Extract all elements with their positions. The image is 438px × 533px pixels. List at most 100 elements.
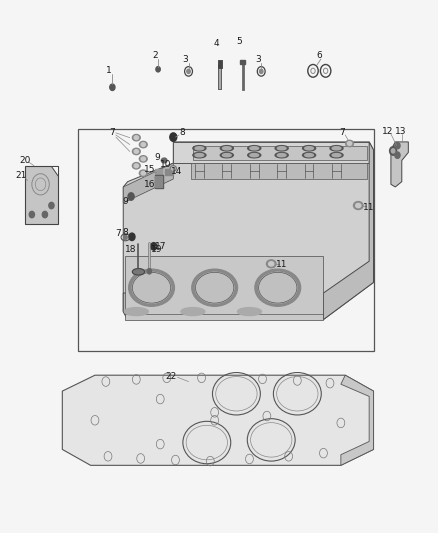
Ellipse shape — [250, 147, 258, 150]
Text: 11: 11 — [276, 260, 288, 269]
Ellipse shape — [330, 146, 343, 151]
Ellipse shape — [134, 136, 138, 140]
Ellipse shape — [346, 140, 353, 147]
Polygon shape — [173, 142, 369, 163]
Circle shape — [151, 243, 157, 250]
Text: 16: 16 — [144, 180, 155, 189]
Circle shape — [395, 142, 400, 149]
Circle shape — [391, 149, 395, 153]
Text: 5: 5 — [237, 37, 242, 46]
Text: 10: 10 — [160, 160, 172, 168]
Polygon shape — [391, 142, 408, 187]
Ellipse shape — [223, 147, 231, 150]
Text: 7: 7 — [339, 128, 345, 138]
Polygon shape — [323, 142, 374, 319]
Text: 17: 17 — [155, 242, 166, 251]
Ellipse shape — [139, 170, 147, 176]
Ellipse shape — [193, 146, 206, 151]
Ellipse shape — [181, 308, 205, 316]
Bar — [155, 176, 162, 187]
Ellipse shape — [195, 272, 234, 303]
Polygon shape — [125, 256, 323, 319]
Circle shape — [49, 203, 54, 209]
Ellipse shape — [193, 152, 206, 158]
Ellipse shape — [305, 154, 314, 157]
Ellipse shape — [139, 141, 147, 148]
Ellipse shape — [141, 143, 145, 147]
Polygon shape — [123, 163, 173, 203]
Bar — [78, 128, 374, 351]
Circle shape — [395, 152, 400, 158]
Ellipse shape — [132, 163, 140, 169]
Circle shape — [110, 84, 115, 91]
Polygon shape — [51, 166, 58, 176]
Ellipse shape — [356, 204, 361, 208]
Bar — [155, 175, 163, 188]
Ellipse shape — [134, 150, 138, 154]
Ellipse shape — [134, 164, 138, 167]
Ellipse shape — [141, 157, 145, 161]
Bar — [25, 166, 58, 224]
Bar — [155, 169, 162, 174]
Text: 8: 8 — [123, 228, 128, 237]
Ellipse shape — [220, 146, 233, 151]
Polygon shape — [123, 142, 374, 319]
Circle shape — [128, 193, 134, 200]
Ellipse shape — [139, 156, 147, 162]
Text: 22: 22 — [166, 372, 177, 381]
Ellipse shape — [275, 146, 288, 151]
Ellipse shape — [268, 262, 274, 266]
Ellipse shape — [330, 152, 343, 158]
Text: 20: 20 — [20, 156, 31, 165]
Ellipse shape — [223, 154, 231, 157]
Polygon shape — [62, 375, 374, 465]
Text: 19: 19 — [152, 245, 163, 254]
Circle shape — [29, 212, 35, 217]
Polygon shape — [193, 146, 367, 160]
Polygon shape — [341, 375, 374, 465]
Ellipse shape — [332, 154, 341, 157]
Bar — [166, 169, 173, 175]
Text: 15: 15 — [144, 166, 155, 174]
Text: 4: 4 — [214, 39, 219, 49]
Circle shape — [124, 235, 127, 239]
Ellipse shape — [258, 272, 297, 303]
Bar — [240, 60, 245, 64]
Ellipse shape — [303, 146, 316, 151]
Text: 3: 3 — [183, 55, 188, 64]
Ellipse shape — [132, 134, 140, 141]
Ellipse shape — [277, 154, 286, 157]
Ellipse shape — [303, 152, 316, 158]
Ellipse shape — [161, 158, 167, 163]
Text: 12: 12 — [382, 127, 394, 136]
Text: 7: 7 — [115, 229, 121, 238]
Ellipse shape — [132, 272, 171, 303]
Ellipse shape — [250, 154, 258, 157]
Ellipse shape — [124, 308, 148, 316]
Polygon shape — [123, 293, 323, 319]
Polygon shape — [191, 163, 367, 179]
Ellipse shape — [332, 147, 341, 150]
Ellipse shape — [147, 269, 152, 274]
Ellipse shape — [275, 152, 288, 158]
Ellipse shape — [277, 147, 286, 150]
Ellipse shape — [266, 260, 276, 268]
Circle shape — [156, 67, 160, 72]
Ellipse shape — [172, 167, 175, 170]
Ellipse shape — [132, 269, 145, 275]
Ellipse shape — [129, 269, 174, 306]
Ellipse shape — [220, 152, 233, 158]
Text: 11: 11 — [364, 203, 375, 212]
Circle shape — [390, 147, 396, 155]
Ellipse shape — [132, 148, 140, 155]
Ellipse shape — [248, 146, 261, 151]
Circle shape — [187, 69, 190, 74]
Circle shape — [170, 133, 177, 141]
Circle shape — [259, 69, 263, 74]
Ellipse shape — [353, 201, 363, 209]
Ellipse shape — [347, 142, 352, 146]
Circle shape — [42, 212, 47, 217]
Text: 18: 18 — [125, 245, 137, 254]
Ellipse shape — [305, 147, 314, 150]
Text: 14: 14 — [171, 167, 183, 176]
